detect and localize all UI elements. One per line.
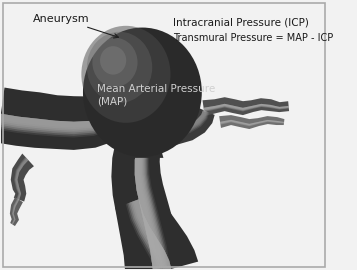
- Text: Aneurysm: Aneurysm: [33, 14, 119, 38]
- Circle shape: [83, 28, 202, 157]
- Circle shape: [92, 38, 137, 87]
- Polygon shape: [0, 98, 131, 137]
- Polygon shape: [161, 110, 209, 139]
- Polygon shape: [11, 154, 34, 201]
- Polygon shape: [135, 97, 163, 269]
- Text: Transmural Pressure = MAP - ICP: Transmural Pressure = MAP - ICP: [172, 33, 333, 43]
- Polygon shape: [129, 199, 171, 270]
- Polygon shape: [135, 97, 166, 269]
- Polygon shape: [127, 199, 171, 270]
- Polygon shape: [161, 110, 207, 136]
- Polygon shape: [12, 199, 19, 225]
- Polygon shape: [135, 97, 167, 269]
- Polygon shape: [135, 97, 168, 269]
- Polygon shape: [0, 98, 126, 129]
- Polygon shape: [219, 115, 285, 129]
- Polygon shape: [135, 97, 170, 269]
- Polygon shape: [220, 120, 284, 126]
- Polygon shape: [135, 97, 165, 269]
- Polygon shape: [131, 199, 171, 270]
- Polygon shape: [134, 199, 171, 270]
- Polygon shape: [11, 199, 19, 225]
- Polygon shape: [14, 157, 29, 200]
- Polygon shape: [161, 110, 206, 133]
- Polygon shape: [135, 97, 165, 269]
- Text: Mean Arterial Pressure
(MAP): Mean Arterial Pressure (MAP): [97, 84, 215, 107]
- Polygon shape: [0, 98, 125, 127]
- Polygon shape: [220, 120, 284, 125]
- Polygon shape: [16, 158, 29, 200]
- Circle shape: [100, 46, 126, 75]
- Polygon shape: [135, 97, 164, 269]
- Text: Intracranial Pressure (ICP): Intracranial Pressure (ICP): [172, 18, 308, 28]
- Polygon shape: [203, 104, 289, 112]
- Polygon shape: [130, 199, 171, 270]
- Polygon shape: [127, 148, 164, 158]
- Polygon shape: [135, 97, 169, 269]
- Circle shape: [81, 26, 171, 123]
- Polygon shape: [133, 199, 171, 270]
- Polygon shape: [203, 104, 289, 111]
- Polygon shape: [0, 98, 130, 136]
- Polygon shape: [159, 105, 215, 148]
- Polygon shape: [161, 110, 208, 138]
- Polygon shape: [203, 104, 289, 110]
- Polygon shape: [0, 87, 139, 150]
- Polygon shape: [126, 199, 171, 270]
- Polygon shape: [202, 97, 289, 116]
- Polygon shape: [15, 158, 29, 200]
- Polygon shape: [115, 191, 198, 270]
- Polygon shape: [111, 89, 183, 270]
- Polygon shape: [0, 98, 128, 133]
- Circle shape: [87, 32, 152, 103]
- Polygon shape: [10, 197, 23, 226]
- Polygon shape: [0, 98, 129, 134]
- Polygon shape: [161, 110, 207, 135]
- Polygon shape: [0, 98, 127, 131]
